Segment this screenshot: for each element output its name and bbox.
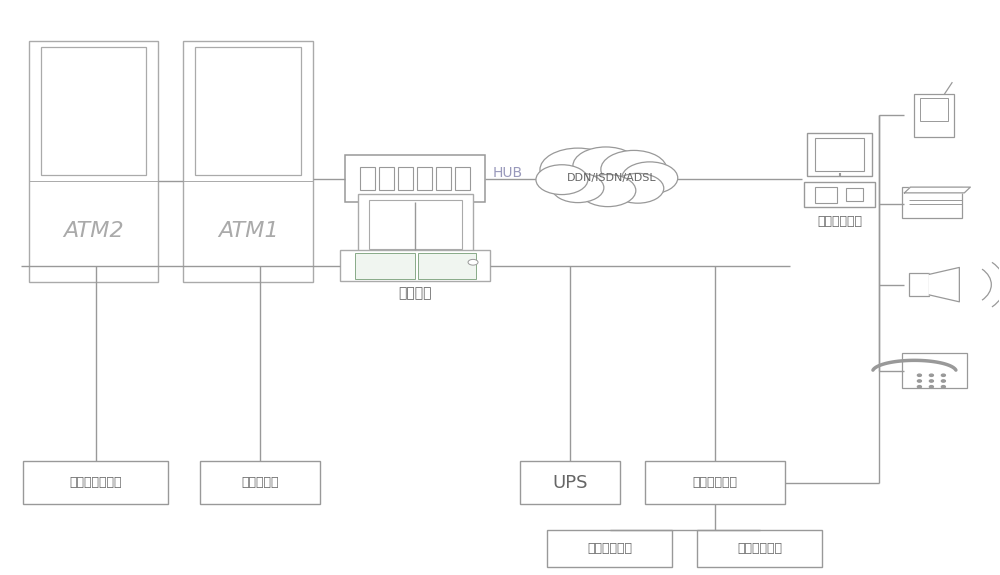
- Circle shape: [929, 374, 933, 377]
- Bar: [23, 461, 168, 504]
- Bar: [815, 187, 837, 203]
- Bar: [355, 253, 415, 279]
- Polygon shape: [929, 267, 959, 302]
- Bar: [815, 138, 864, 171]
- Bar: [369, 200, 462, 249]
- Text: DDN/ISDN/ADSL: DDN/ISDN/ADSL: [567, 173, 657, 183]
- Bar: [909, 273, 929, 296]
- Circle shape: [941, 380, 945, 382]
- Bar: [195, 47, 301, 175]
- Circle shape: [917, 374, 921, 377]
- Circle shape: [612, 173, 664, 203]
- Text: 门禁控制器: 门禁控制器: [242, 476, 279, 489]
- Circle shape: [917, 386, 921, 388]
- Bar: [360, 167, 375, 190]
- Bar: [345, 155, 485, 202]
- Circle shape: [536, 165, 588, 194]
- Circle shape: [941, 386, 945, 388]
- Text: 远程控制中心: 远程控制中心: [817, 215, 862, 228]
- Circle shape: [573, 147, 639, 185]
- Circle shape: [929, 386, 933, 388]
- Text: 银亭其他系统: 银亭其他系统: [737, 542, 782, 555]
- Circle shape: [601, 151, 667, 188]
- Text: ATM2: ATM2: [63, 221, 124, 241]
- Bar: [379, 167, 394, 190]
- Bar: [29, 41, 158, 282]
- Bar: [804, 182, 875, 207]
- Text: 监控、对讲系统: 监控、对讲系统: [69, 476, 122, 489]
- Circle shape: [552, 172, 604, 202]
- Bar: [902, 354, 967, 388]
- Bar: [547, 530, 672, 567]
- Bar: [41, 47, 146, 175]
- Bar: [697, 530, 822, 567]
- Bar: [417, 167, 432, 190]
- Circle shape: [622, 162, 678, 194]
- Bar: [520, 461, 620, 504]
- Bar: [914, 94, 954, 137]
- Circle shape: [917, 380, 921, 382]
- Bar: [645, 461, 785, 504]
- Text: 智能控制主机: 智能控制主机: [692, 476, 737, 489]
- Text: ATM1: ATM1: [218, 221, 279, 241]
- Text: 控制主机: 控制主机: [398, 286, 432, 300]
- Text: UPS: UPS: [552, 474, 588, 492]
- Text: HUB: HUB: [493, 166, 523, 180]
- Bar: [183, 41, 313, 282]
- Circle shape: [540, 148, 616, 191]
- Bar: [920, 98, 948, 121]
- Bar: [807, 133, 872, 176]
- Bar: [902, 187, 962, 218]
- Bar: [200, 461, 320, 504]
- Bar: [455, 167, 470, 190]
- Bar: [436, 167, 451, 190]
- Circle shape: [580, 174, 636, 206]
- Polygon shape: [904, 187, 970, 193]
- Bar: [398, 167, 413, 190]
- Bar: [358, 194, 473, 255]
- Bar: [418, 253, 476, 279]
- Bar: [846, 188, 863, 201]
- Bar: [340, 250, 490, 282]
- Circle shape: [929, 380, 933, 382]
- Circle shape: [468, 259, 478, 265]
- Text: 透明显示系统: 透明显示系统: [587, 542, 632, 555]
- Circle shape: [941, 374, 945, 377]
